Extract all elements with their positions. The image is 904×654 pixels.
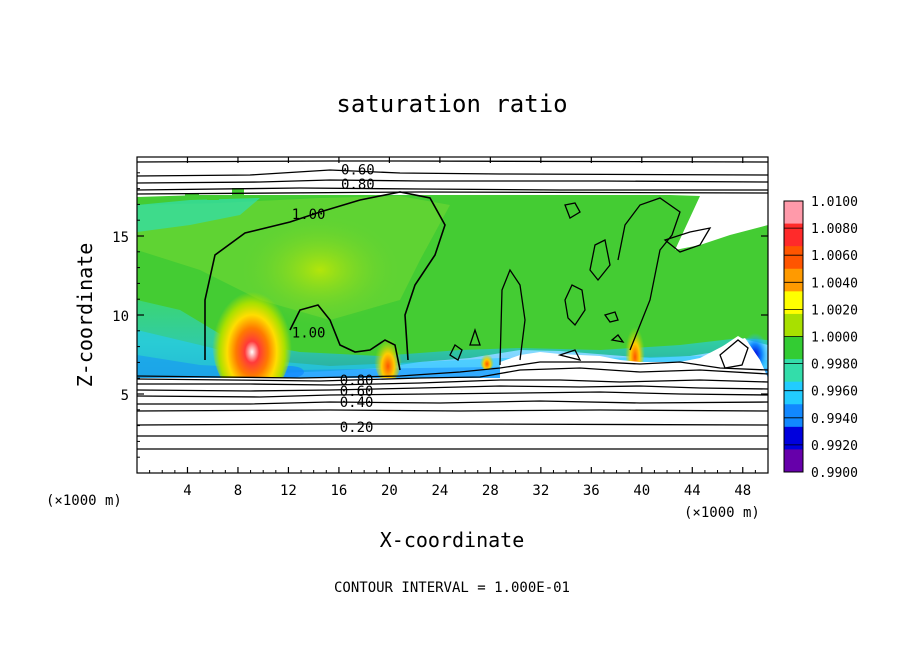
colorbar-label: 0.9980 <box>811 358 858 373</box>
contour-line <box>137 179 768 184</box>
contour-label: 1.00 <box>292 325 326 341</box>
contour-line <box>289 304 401 371</box>
colorbar-label: 0.9920 <box>811 439 858 454</box>
contour-line <box>557 349 582 361</box>
colorbar: 1.0100 1.0080 1.0060 1.0040 1.0020 1.0000 0.99… <box>783 195 858 481</box>
contour-line <box>564 284 586 327</box>
x-tick-label: 36 <box>583 483 600 499</box>
x-tick-label: 8 <box>234 483 242 499</box>
contour-label: 0.60 <box>340 384 374 400</box>
x-tick-label: 12 <box>280 483 297 499</box>
x-tick-label: 44 <box>684 483 701 499</box>
contour-label: 0.80 <box>341 177 375 193</box>
x-axis: 4 8 12 16 20 24 28 32 36 40 44 48 <box>149 157 756 499</box>
colorbar-label: 0.9900 <box>811 466 858 481</box>
contour-line <box>137 169 768 177</box>
colorbar-label: 1.0020 <box>811 303 858 318</box>
colorbar-swatch <box>784 359 803 383</box>
contour-line <box>137 400 768 405</box>
y-unit-label: (×1000 m) <box>46 493 122 509</box>
colorbar-swatch <box>784 291 803 315</box>
plot-area <box>137 157 768 473</box>
field-cyan-top <box>137 198 260 232</box>
contour-label: 0.40 <box>340 395 374 411</box>
contour-line <box>137 191 768 195</box>
x-tick-label: 48 <box>734 483 751 499</box>
plume-3 <box>625 315 645 375</box>
x-tick-label: 32 <box>532 483 549 499</box>
colorbar-label: 0.9960 <box>811 385 858 400</box>
contour-line <box>137 379 768 386</box>
colorbar-swatch <box>784 381 803 405</box>
contour-line <box>663 227 712 253</box>
x-unit-label: (×1000 m) <box>684 505 760 521</box>
colorbar-label: 1.0100 <box>811 195 858 210</box>
contour-line <box>137 361 768 379</box>
contour-line <box>589 239 611 282</box>
contour-line <box>137 160 768 163</box>
colorbar-swatch <box>784 313 803 337</box>
y-tick-label: 15 <box>112 230 129 246</box>
contour-line <box>564 202 581 219</box>
plume-1 <box>212 280 292 400</box>
colorbar-swatch <box>784 336 803 360</box>
colorbar-swatch <box>784 268 803 292</box>
contour-line <box>137 187 768 191</box>
contour-label: 0.80 <box>340 373 374 389</box>
contour-label: 0.60 <box>341 163 375 179</box>
contour-line <box>137 391 768 398</box>
contour-line <box>137 409 768 412</box>
contour-label: 0.20 <box>340 420 374 436</box>
colorbar-swatch <box>784 426 803 450</box>
colorbar-label: 1.0060 <box>811 249 858 264</box>
contour-line <box>603 311 619 323</box>
x-tick-label: 28 <box>482 483 499 499</box>
colorbar-label: 1.0000 <box>811 331 858 346</box>
contour-labels: 0.600.801.001.000.800.600.400.20 <box>292 163 375 437</box>
y-tick-label: 10 <box>112 309 129 325</box>
y-tick-label: 5 <box>121 388 129 404</box>
contour-line <box>499 268 526 366</box>
contour-lines <box>137 160 768 450</box>
x-tick-label: 24 <box>431 483 448 499</box>
chart-title: saturation ratio <box>336 90 567 118</box>
contour-line <box>137 423 768 426</box>
contour-line <box>204 191 446 361</box>
colorbar-swatch <box>784 246 803 270</box>
contour-line <box>719 339 749 369</box>
contour-line <box>137 385 768 392</box>
x-tick-label: 16 <box>330 483 347 499</box>
colorbar-label: 0.9940 <box>811 412 858 427</box>
contour-label: 1.00 <box>292 207 326 223</box>
colorbar-label: 1.0080 <box>811 222 858 237</box>
x-tick-label: 40 <box>633 483 650 499</box>
contour-line <box>617 197 681 351</box>
colorbar-swatch <box>784 223 803 247</box>
x-tick-label: 20 <box>381 483 398 499</box>
contour-interval-note: CONTOUR INTERVAL = 1.000E-01 <box>334 580 570 596</box>
contour-line <box>137 367 768 382</box>
colorbar-label: 1.0040 <box>811 276 858 291</box>
y-axis: 5 10 15 <box>112 172 768 458</box>
plume-2 <box>374 327 402 383</box>
x-tick-label: 4 <box>183 483 191 499</box>
contour-line <box>449 344 463 361</box>
x-axis-label: X-coordinate <box>380 528 525 552</box>
colorbar-swatch <box>784 201 803 225</box>
contour-line <box>469 327 481 346</box>
y-axis-label: Z-coordinate <box>73 243 97 388</box>
contour-line <box>610 334 625 343</box>
colorbar-swatch <box>784 404 803 428</box>
colorbar-swatch <box>784 449 803 473</box>
